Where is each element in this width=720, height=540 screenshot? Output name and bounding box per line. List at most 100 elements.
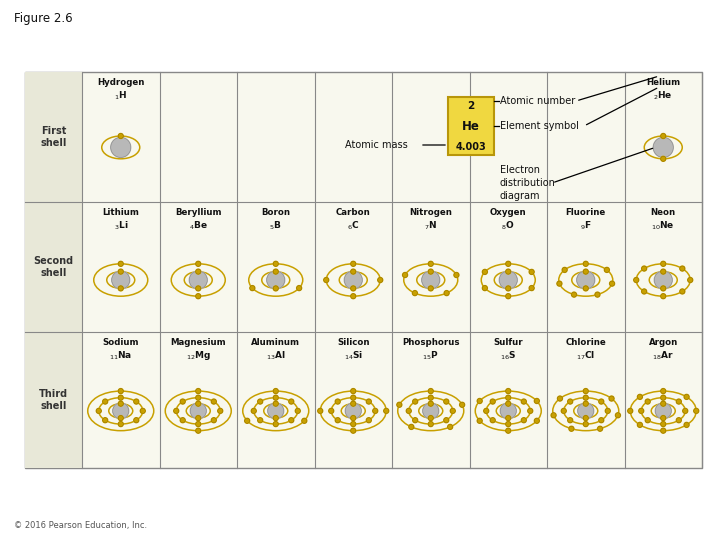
Circle shape — [661, 416, 666, 421]
Text: Phosphorus: Phosphorus — [402, 338, 459, 347]
Circle shape — [378, 278, 383, 282]
Circle shape — [694, 408, 698, 414]
Circle shape — [134, 399, 139, 404]
Circle shape — [653, 137, 673, 157]
Circle shape — [351, 294, 356, 299]
Text: He: He — [462, 119, 480, 132]
Circle shape — [557, 396, 562, 401]
Circle shape — [258, 399, 263, 404]
Circle shape — [351, 428, 356, 433]
Circle shape — [336, 399, 340, 404]
Text: Sulfur: Sulfur — [493, 338, 523, 347]
Circle shape — [661, 156, 666, 161]
Circle shape — [577, 403, 594, 419]
Circle shape — [661, 422, 666, 427]
Circle shape — [196, 286, 201, 291]
Circle shape — [297, 286, 302, 291]
Bar — [25, 332, 82, 468]
Circle shape — [274, 422, 278, 427]
Text: $_{17}$Cl: $_{17}$Cl — [576, 349, 595, 361]
Circle shape — [505, 261, 510, 266]
Circle shape — [274, 401, 278, 406]
Text: $_{14}$Si: $_{14}$Si — [343, 349, 363, 361]
Text: 4.003: 4.003 — [456, 142, 487, 152]
Circle shape — [268, 403, 284, 419]
Circle shape — [534, 418, 539, 423]
Circle shape — [351, 261, 356, 266]
Text: Electron
distribution
diagram: Electron distribution diagram — [500, 165, 556, 200]
Circle shape — [637, 422, 642, 427]
Text: $_{9}$F: $_{9}$F — [580, 219, 592, 232]
Circle shape — [373, 408, 378, 414]
Circle shape — [180, 399, 185, 404]
Circle shape — [351, 286, 356, 291]
Circle shape — [505, 428, 510, 433]
Circle shape — [351, 416, 356, 421]
Circle shape — [583, 395, 588, 400]
Text: Magnesium: Magnesium — [171, 338, 226, 347]
Text: Nitrogen: Nitrogen — [409, 208, 452, 217]
Circle shape — [196, 261, 201, 266]
Circle shape — [562, 267, 567, 272]
Circle shape — [196, 401, 201, 406]
Circle shape — [351, 395, 356, 400]
Circle shape — [661, 401, 666, 406]
Circle shape — [505, 294, 510, 299]
Circle shape — [680, 289, 685, 294]
Circle shape — [521, 399, 526, 404]
Circle shape — [557, 281, 562, 286]
Circle shape — [428, 395, 433, 400]
Circle shape — [551, 413, 556, 418]
Circle shape — [521, 418, 526, 423]
Circle shape — [250, 286, 255, 291]
Circle shape — [274, 395, 278, 400]
Circle shape — [351, 269, 356, 274]
Circle shape — [583, 422, 588, 427]
Circle shape — [258, 418, 263, 423]
Circle shape — [505, 416, 510, 421]
Text: Silicon: Silicon — [337, 338, 369, 347]
Text: $_{2}$He: $_{2}$He — [654, 89, 673, 102]
Circle shape — [366, 418, 372, 423]
Circle shape — [118, 269, 123, 274]
Text: Hydrogen: Hydrogen — [97, 78, 145, 87]
Circle shape — [661, 389, 666, 394]
Circle shape — [639, 408, 644, 414]
Text: © 2016 Pearson Education, Inc.: © 2016 Pearson Education, Inc. — [14, 521, 147, 530]
Circle shape — [661, 428, 666, 433]
Circle shape — [490, 418, 495, 423]
Text: $_{13}$Al: $_{13}$Al — [266, 349, 286, 361]
Circle shape — [500, 403, 516, 419]
Circle shape — [505, 395, 510, 400]
Bar — [25, 72, 82, 202]
Circle shape — [112, 271, 130, 289]
Circle shape — [118, 286, 123, 291]
Circle shape — [567, 418, 572, 423]
Text: $_{16}$S: $_{16}$S — [500, 349, 516, 361]
Circle shape — [196, 294, 201, 299]
Circle shape — [428, 261, 433, 266]
Circle shape — [661, 261, 666, 266]
Circle shape — [344, 271, 362, 289]
Circle shape — [196, 422, 201, 427]
Circle shape — [118, 416, 123, 421]
Circle shape — [289, 399, 294, 404]
Circle shape — [180, 418, 185, 423]
Circle shape — [196, 269, 201, 274]
Circle shape — [655, 403, 671, 419]
Circle shape — [103, 418, 108, 423]
Circle shape — [274, 416, 278, 421]
Circle shape — [118, 395, 123, 400]
Circle shape — [637, 394, 642, 400]
Text: $_{6}$C: $_{6}$C — [347, 219, 359, 232]
Circle shape — [595, 292, 600, 297]
Circle shape — [583, 269, 588, 274]
Circle shape — [196, 416, 201, 421]
Circle shape — [583, 401, 588, 406]
Circle shape — [409, 424, 414, 429]
Circle shape — [661, 133, 666, 138]
Circle shape — [482, 269, 487, 274]
Circle shape — [450, 408, 455, 414]
Circle shape — [211, 418, 216, 423]
Text: Atomic number: Atomic number — [500, 96, 575, 106]
